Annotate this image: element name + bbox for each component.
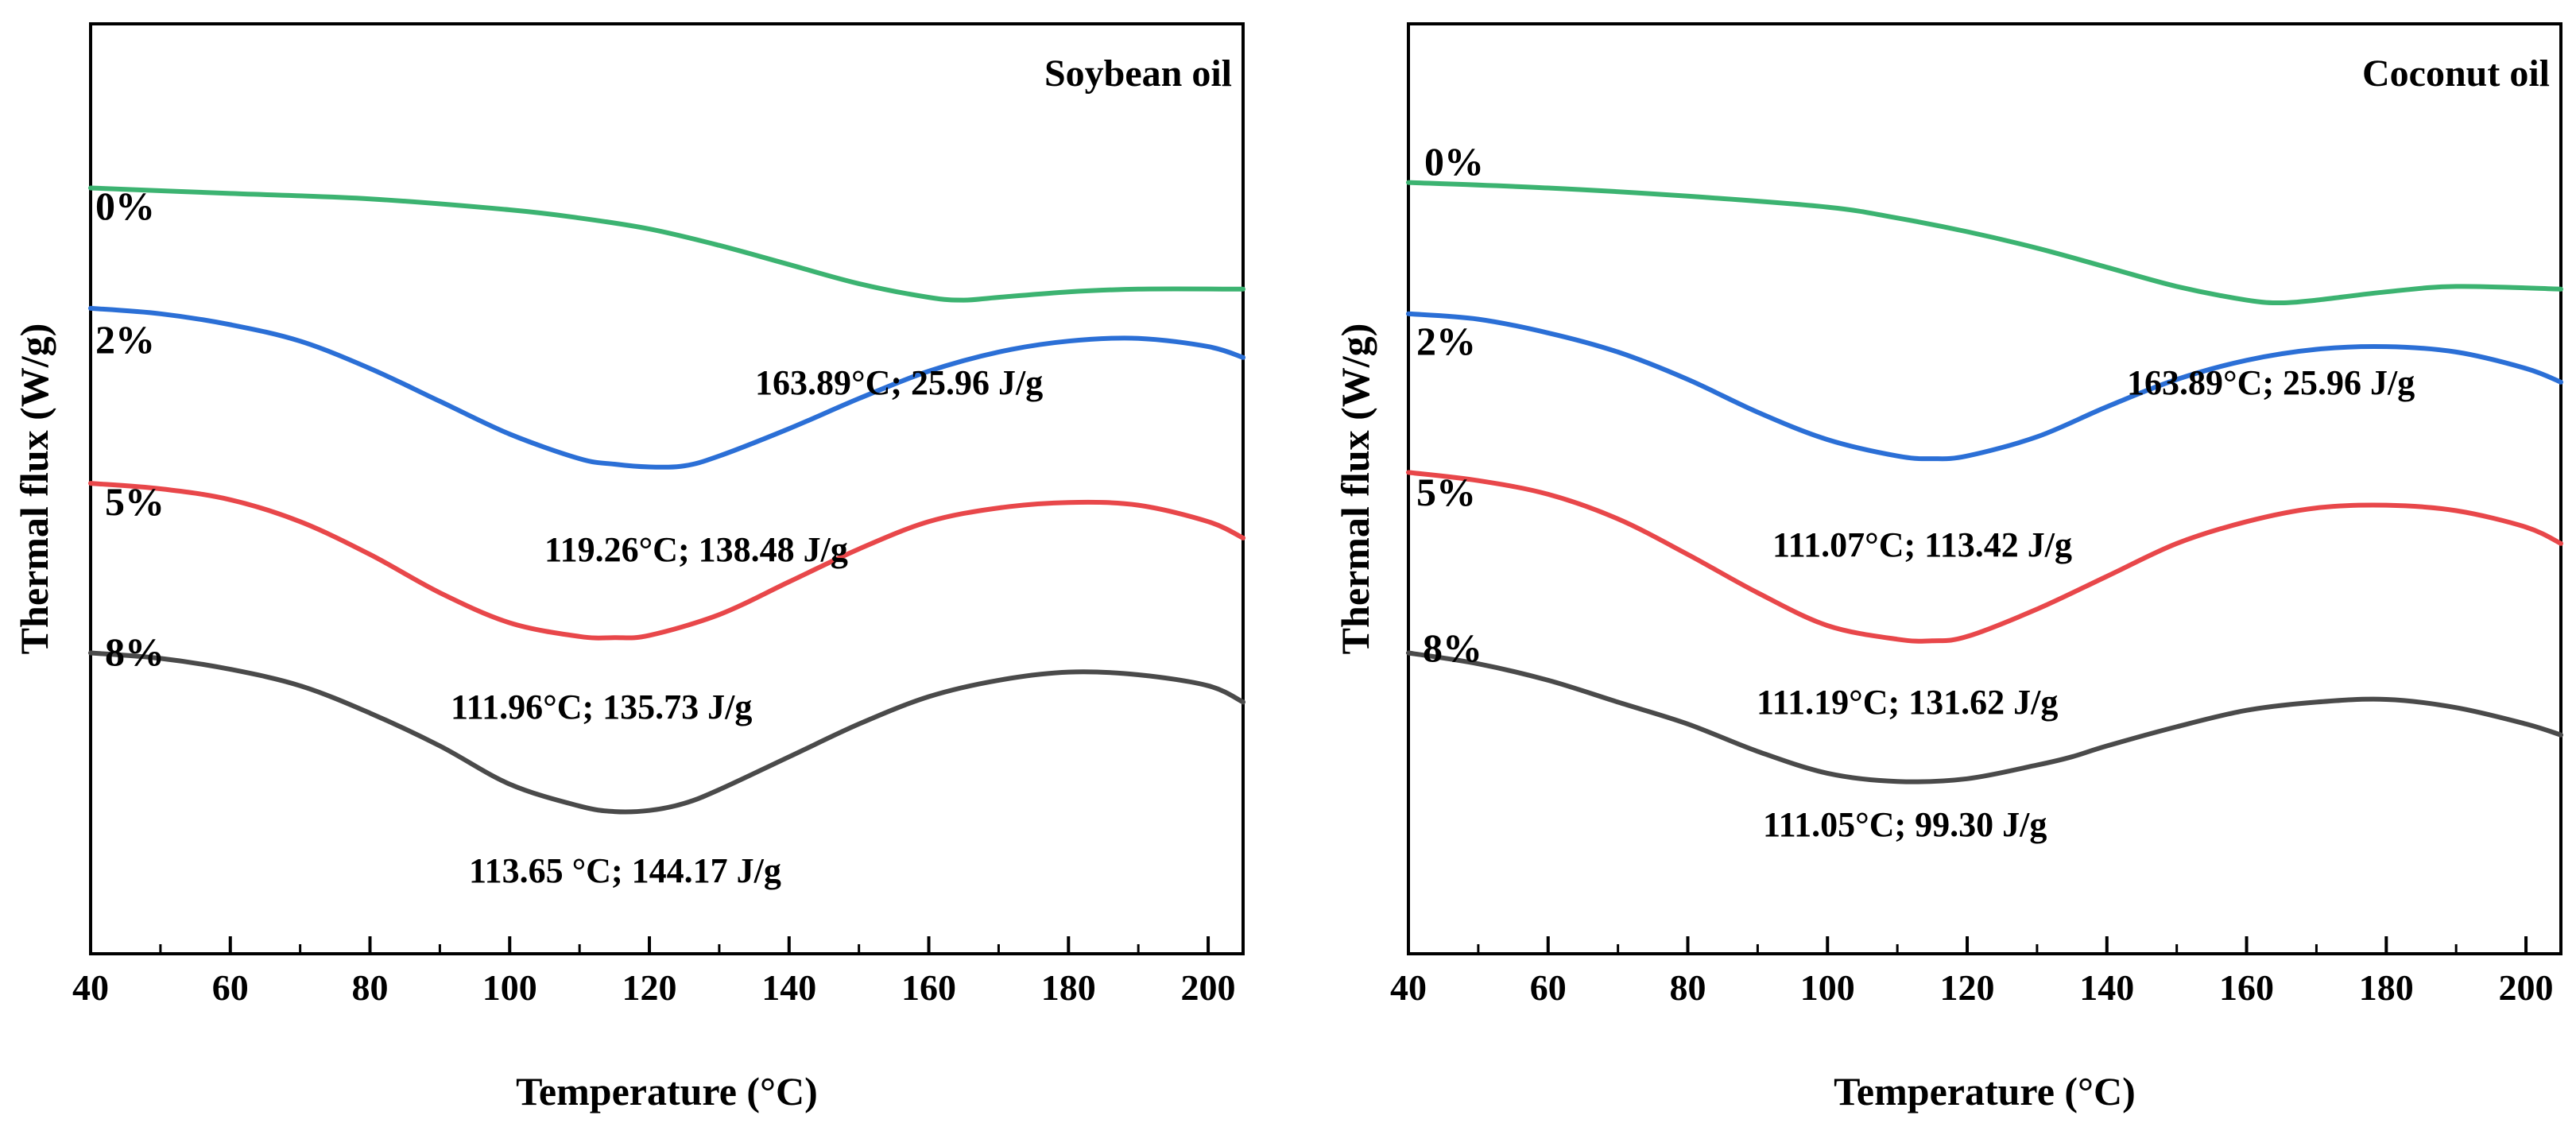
x-axis-ticks <box>89 936 1211 954</box>
annotation-2pct: 119.26°C; 138.48 J/g <box>544 530 848 569</box>
x-axis-ticks <box>1407 936 2528 954</box>
x-tick-label-200: 200 <box>1181 967 1236 1008</box>
x-axis-label: Temperature (°C) <box>1834 1069 2136 1114</box>
x-tick-label-60: 60 <box>212 967 249 1008</box>
x-tick-label-140: 140 <box>2079 967 2134 1008</box>
x-tick-label-120: 120 <box>622 967 677 1008</box>
series-line-0pct <box>1406 180 2563 305</box>
x-tick-label-140: 140 <box>761 967 816 1008</box>
series-label-5pct: 5% <box>1416 470 1476 514</box>
x-tick-label-200: 200 <box>2499 967 2554 1008</box>
series-label-8pct: 8% <box>1423 626 1482 670</box>
annotation-8pct: 113.65 °C; 144.17 J/g <box>469 851 781 890</box>
x-tick-labels: 40 60 80 100 120 140 160 180 200 <box>72 967 1236 1008</box>
annotation-5pct: 111.96°C; 135.73 J/g <box>451 688 752 726</box>
x-tick-label-100: 100 <box>1800 967 1855 1008</box>
series-label-0pct: 0% <box>1424 139 1484 184</box>
series-curves <box>1406 180 2563 784</box>
annotation-8pct: 111.05°C; 99.30 J/g <box>1763 805 2047 844</box>
panel-title: Soybean oil <box>1044 52 1232 95</box>
x-tick-label-40: 40 <box>1390 967 1427 1008</box>
series-line-0pct <box>88 185 1245 303</box>
x-tick-labels: 40 60 80 100 120 140 160 180 200 <box>1390 967 2554 1008</box>
series-line-8pct <box>88 650 1245 815</box>
annotation-5pct: 111.19°C; 131.62 J/g <box>1757 683 2058 722</box>
plot-frame <box>1407 22 2562 955</box>
x-axis-label: Temperature (°C) <box>516 1069 818 1114</box>
soybean-oil-panel: 40 60 80 100 120 140 160 180 200 Soybean oil 0% … <box>12 22 1245 1114</box>
x-tick-label-120: 120 <box>1940 967 1995 1008</box>
series-label-0pct: 0% <box>95 184 155 228</box>
x-tick-label-80: 80 <box>1670 967 1706 1008</box>
x-tick-label-160: 160 <box>2219 967 2274 1008</box>
x-tick-label-80: 80 <box>352 967 389 1008</box>
series-label-2pct: 2% <box>95 317 155 362</box>
series-label-8pct: 8% <box>105 629 165 674</box>
x-tick-label-60: 60 <box>1530 967 1567 1008</box>
annotation-2pct: 111.07°C; 113.42 J/g <box>1772 525 2072 564</box>
annotation-0pct: 163.89°C; 25.96 J/g <box>2127 363 2415 402</box>
x-tick-label-180: 180 <box>1041 967 1096 1008</box>
plot-frame <box>89 22 1245 955</box>
x-tick-label-160: 160 <box>901 967 956 1008</box>
x-tick-label-100: 100 <box>482 967 537 1008</box>
series-line-8pct <box>1406 650 2563 784</box>
annotation-0pct: 163.89°C; 25.96 J/g <box>755 363 1043 402</box>
series-line-5pct <box>1406 470 2563 644</box>
series-line-2pct <box>88 305 1245 470</box>
series-label-2pct: 2% <box>1416 319 1476 363</box>
panel-title: Coconut oil <box>2362 52 2550 95</box>
x-tick-label-180: 180 <box>2359 967 2414 1008</box>
y-axis-label: Thermal flux (W/g) <box>1333 323 1377 655</box>
series-curves <box>88 185 1245 815</box>
series-line-5pct <box>88 481 1245 641</box>
series-label-5pct: 5% <box>105 479 165 524</box>
series-line-2pct <box>1406 311 2563 462</box>
y-axis-label: Thermal flux (W/g) <box>12 323 56 655</box>
coconut-oil-panel: 40 60 80 100 120 140 160 180 200 Coconut oil 0% … <box>1333 22 2563 1114</box>
x-tick-label-40: 40 <box>72 967 109 1008</box>
